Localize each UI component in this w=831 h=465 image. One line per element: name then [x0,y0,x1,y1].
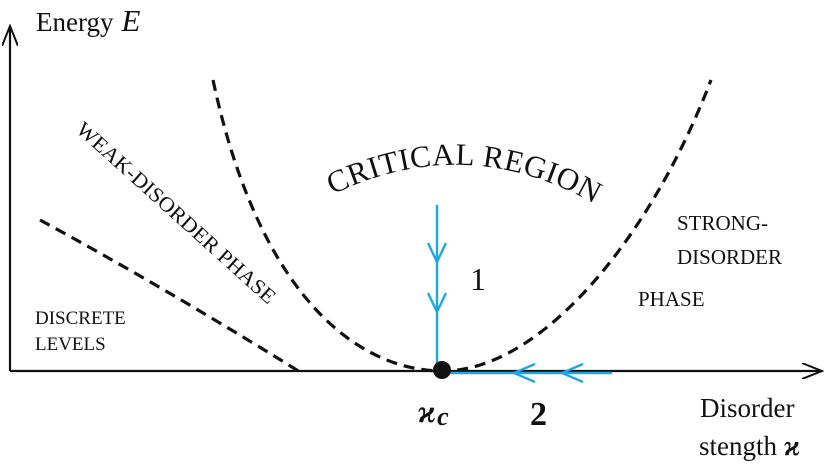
flow-path-2-label: 2 [530,396,547,433]
strong-disorder-label-line2: DISORDER [677,245,782,269]
weak-disorder-label: WEAK-DISORDER PHASE [72,117,281,309]
discrete-levels-label-line1: DISCRETE [35,308,126,329]
flow-arrow-1b [426,292,448,315]
flow-arrow-1a [426,242,448,265]
critical-point-dot [433,361,451,379]
x-axis-title-line2: stength ϰ [699,430,800,462]
flow-path-2 [443,362,612,384]
critical-boundary-curve [211,79,713,373]
critical-point-label: ϰc [418,393,449,431]
y-axis-title: Energy E [36,3,140,38]
strong-disorder-label-line3: PHASE [638,287,705,311]
discrete-levels-label-line2: LEVELS [35,334,106,355]
strong-disorder-label-line1: STRONG- [677,211,768,235]
flow-arrow-2a [510,362,536,384]
flow-arrow-2b [558,362,584,384]
critical-region-label: CRITICAL REGION [321,137,608,211]
flow-path-1-label: 1 [470,261,486,297]
x-axis-title-line1: Disorder [700,393,794,423]
discrete-levels-boundary [39,218,301,374]
flow-path-1 [426,205,448,371]
